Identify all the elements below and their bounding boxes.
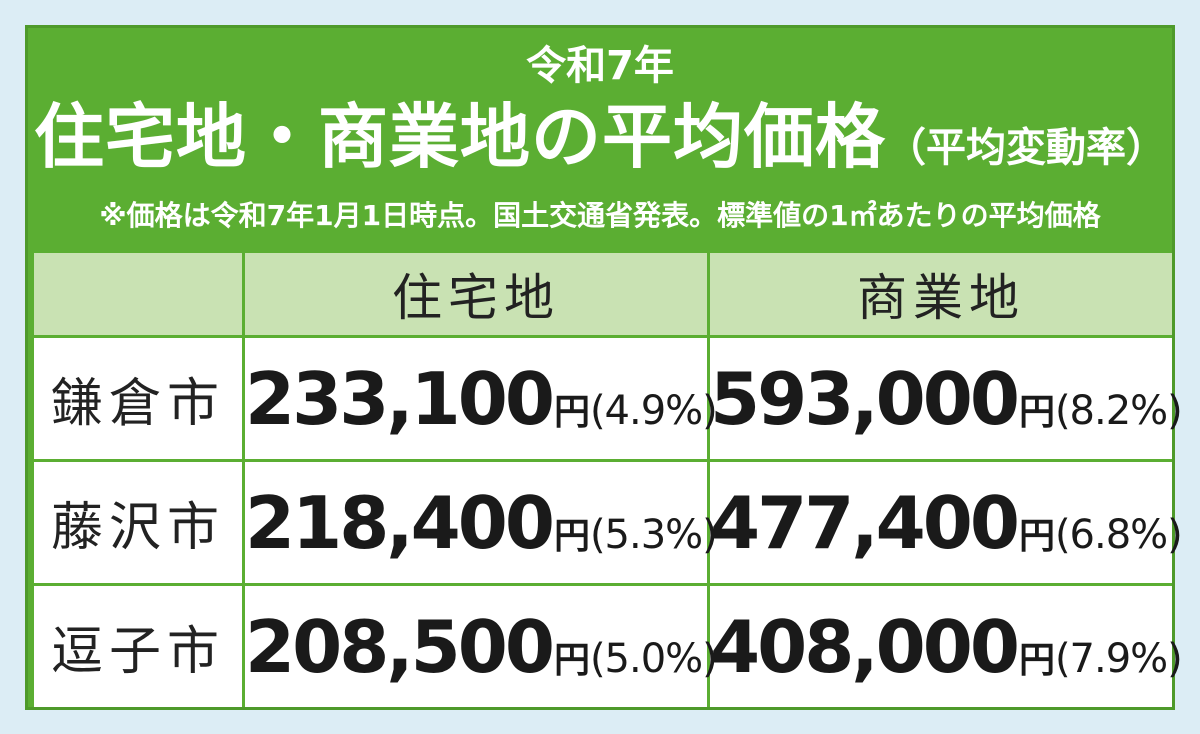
price-value: 208,500 — [245, 604, 555, 689]
price-value: 233,100 — [245, 356, 555, 441]
change-rate: (7.9%) — [1054, 635, 1183, 682]
table-header-row: 住宅地 商業地 — [34, 253, 1172, 335]
title-sub: （平均変動率） — [886, 125, 1166, 171]
price-value: 408,000 — [710, 604, 1020, 689]
table-row: 藤沢市 218,400円(5.3%) 477,400円(6.8%) — [34, 462, 1183, 583]
table-row: 鎌倉市 233,100円(4.9%) 593,000円(8.2%) — [34, 338, 1183, 459]
column-header-commercial: 商業地 — [710, 253, 1172, 335]
price-table: 住宅地 商業地 鎌倉市 233,100円(4.9%) 593,000円(8.2%… — [31, 250, 1183, 710]
change-rate: (6.8%) — [1054, 511, 1183, 558]
column-header-residential: 住宅地 — [245, 253, 707, 335]
price-unit: 円 — [553, 515, 590, 557]
header-note: ※価格は令和7年1月1日時点。国土交通省発表。標準値の1㎡あたりの平均価格 — [99, 199, 1101, 232]
price-card: 令和7年 住宅地・商業地の平均価格（平均変動率） ※価格は令和7年1月1日時点。… — [25, 25, 1183, 710]
residential-price-cell: 233,100円(4.9%) — [245, 338, 718, 459]
commercial-price-cell: 593,000円(8.2%) — [710, 338, 1183, 459]
change-rate: (5.3%) — [589, 511, 718, 558]
city-cell: 鎌倉市 — [34, 338, 242, 459]
price-unit: 円 — [1018, 391, 1055, 433]
price-unit: 円 — [1018, 639, 1055, 681]
header: 令和7年 住宅地・商業地の平均価格（平均変動率） ※価格は令和7年1月1日時点。… — [28, 28, 1172, 250]
change-rate: (4.9%) — [589, 387, 718, 434]
city-cell: 藤沢市 — [34, 462, 242, 583]
price-value: 218,400 — [245, 480, 555, 565]
price-unit: 円 — [553, 391, 590, 433]
residential-price-cell: 208,500円(5.0%) — [245, 586, 718, 707]
commercial-price-cell: 477,400円(6.8%) — [710, 462, 1183, 583]
change-rate: (5.0%) — [589, 635, 718, 682]
change-rate: (8.2%) — [1054, 387, 1183, 434]
table-row: 逗子市 208,500円(5.0%) 408,000円(7.9%) — [34, 586, 1183, 707]
price-unit: 円 — [1018, 515, 1055, 557]
residential-price-cell: 218,400円(5.3%) — [245, 462, 718, 583]
header-year: 令和7年 — [526, 43, 674, 89]
title-main: 住宅地・商業地の平均価格 — [34, 96, 886, 178]
price-value: 593,000 — [710, 356, 1020, 441]
page-title: 住宅地・商業地の平均価格（平均変動率） — [28, 92, 1172, 193]
commercial-price-cell: 408,000円(7.9%) — [710, 586, 1183, 707]
price-unit: 円 — [553, 639, 590, 681]
city-cell: 逗子市 — [34, 586, 242, 707]
corner-cell — [34, 253, 242, 335]
price-value: 477,400 — [710, 480, 1020, 565]
